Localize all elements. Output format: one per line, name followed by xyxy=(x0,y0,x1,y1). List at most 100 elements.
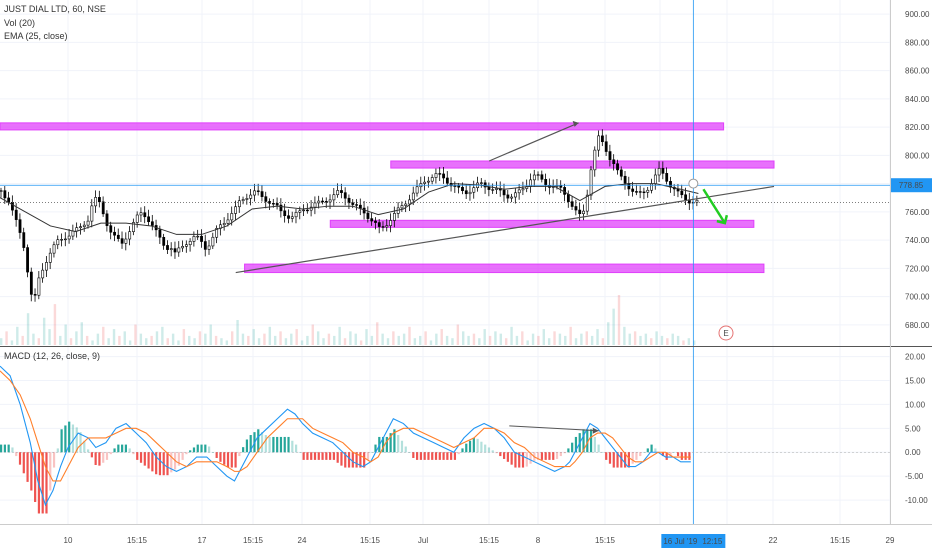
candle-body xyxy=(332,194,336,201)
macd-histogram-bar xyxy=(196,444,199,453)
volume-legend[interactable]: Vol (20) xyxy=(4,18,36,28)
macd-histogram-bar xyxy=(589,429,593,453)
volume-bar xyxy=(660,335,664,345)
candle-body xyxy=(264,196,268,202)
macd-histogram-bar xyxy=(98,452,101,466)
candle-body xyxy=(271,203,275,205)
volume-bar xyxy=(650,338,653,345)
volume-bar xyxy=(252,329,255,345)
candle-body xyxy=(653,174,657,185)
macd-histogram-bar xyxy=(650,444,653,453)
volume-bar xyxy=(628,333,631,345)
candle-body xyxy=(343,192,347,199)
candle-body xyxy=(143,212,147,218)
volume-bar xyxy=(623,326,626,345)
candle-body xyxy=(604,141,608,152)
macd-histogram-bar xyxy=(416,452,419,460)
candle-body xyxy=(680,190,684,196)
macd-histogram-bar xyxy=(340,452,343,466)
candle-body xyxy=(188,241,192,246)
volume-bar xyxy=(478,338,481,345)
ema-line xyxy=(0,183,699,235)
time-tick-label: 29 xyxy=(886,536,895,545)
earnings-marker-label: E xyxy=(723,329,728,338)
symbol-legend[interactable]: JUST DIAL LTD, 60, NSE xyxy=(4,4,106,14)
macd-histogram-bar xyxy=(359,452,362,468)
candle-body xyxy=(101,201,105,215)
candle-body xyxy=(479,182,483,184)
volume-bar xyxy=(601,338,605,345)
candle-body xyxy=(260,191,264,197)
candle-body xyxy=(646,189,650,193)
macd-line xyxy=(0,365,691,507)
macd-histogram-bar xyxy=(215,452,218,458)
candle-body xyxy=(366,212,370,219)
resistance-zone xyxy=(0,122,725,131)
ema-legend[interactable]: EMA (25, close) xyxy=(4,31,68,41)
macd-histogram-bar xyxy=(238,452,241,457)
macd-histogram-bar xyxy=(487,447,491,453)
volume-bar xyxy=(204,333,207,345)
macd-histogram-bar xyxy=(355,452,358,468)
volume-bar xyxy=(343,338,347,345)
candle-body xyxy=(374,220,377,223)
candle-body xyxy=(139,212,143,216)
macd-divergence-line xyxy=(509,425,599,432)
volume-bar xyxy=(451,338,454,345)
candle-body xyxy=(464,190,468,195)
volume-bar xyxy=(26,313,30,345)
candle-body xyxy=(574,206,578,211)
volume-bar xyxy=(682,340,685,345)
volume-bar xyxy=(515,335,519,345)
candle-body xyxy=(241,199,245,202)
candle-body xyxy=(434,173,438,178)
candle-body xyxy=(0,190,3,192)
macd-histogram-bar xyxy=(559,452,562,457)
volume-bar xyxy=(585,331,588,345)
candle-body xyxy=(555,185,559,187)
volume-bar xyxy=(85,335,89,345)
macd-histogram-bar xyxy=(434,452,438,460)
candle-body xyxy=(169,248,173,250)
candle-body xyxy=(60,239,64,241)
macd-histogram-bar xyxy=(529,452,532,464)
volume-bar xyxy=(419,335,422,345)
candle-body xyxy=(517,189,521,194)
macd-histogram-bar xyxy=(18,452,22,465)
volume-bar xyxy=(327,333,331,345)
volume-bar xyxy=(300,340,304,345)
macd-histogram-bar xyxy=(117,444,120,453)
volume-bar xyxy=(16,326,19,345)
candle-body xyxy=(585,194,589,212)
macd-tick-label: 15.00 xyxy=(905,376,926,385)
candle-body xyxy=(514,192,517,198)
candle-body xyxy=(608,151,612,161)
candle-body xyxy=(544,179,548,186)
candle-body xyxy=(570,201,574,207)
candle-body xyxy=(37,277,41,296)
volume-bar xyxy=(171,333,175,345)
macd-histogram-bar xyxy=(363,452,366,468)
candle-body xyxy=(275,203,279,206)
candle-body xyxy=(290,216,294,219)
macd-histogram-bar xyxy=(688,452,691,460)
macd-histogram-bar xyxy=(419,452,422,460)
macd-histogram-bar xyxy=(257,429,260,453)
price-tick-label: 800.00 xyxy=(905,151,930,160)
volume-bar xyxy=(0,338,3,345)
macd-histogram-bar xyxy=(264,435,267,453)
macd-histogram-bar xyxy=(26,452,29,482)
volume-bar xyxy=(263,333,266,345)
volume-bar xyxy=(596,329,599,345)
macd-histogram-bar xyxy=(151,452,154,472)
macd-histogram-bar xyxy=(7,444,10,453)
candle-body xyxy=(253,190,256,196)
candle-body xyxy=(113,231,116,236)
candle-body xyxy=(566,194,570,202)
macd-tick-label: 10.00 xyxy=(905,400,926,409)
candle-body xyxy=(601,135,604,143)
candle-body xyxy=(657,168,661,176)
macd-legend[interactable]: MACD (12, 26, close, 9) xyxy=(4,351,101,361)
